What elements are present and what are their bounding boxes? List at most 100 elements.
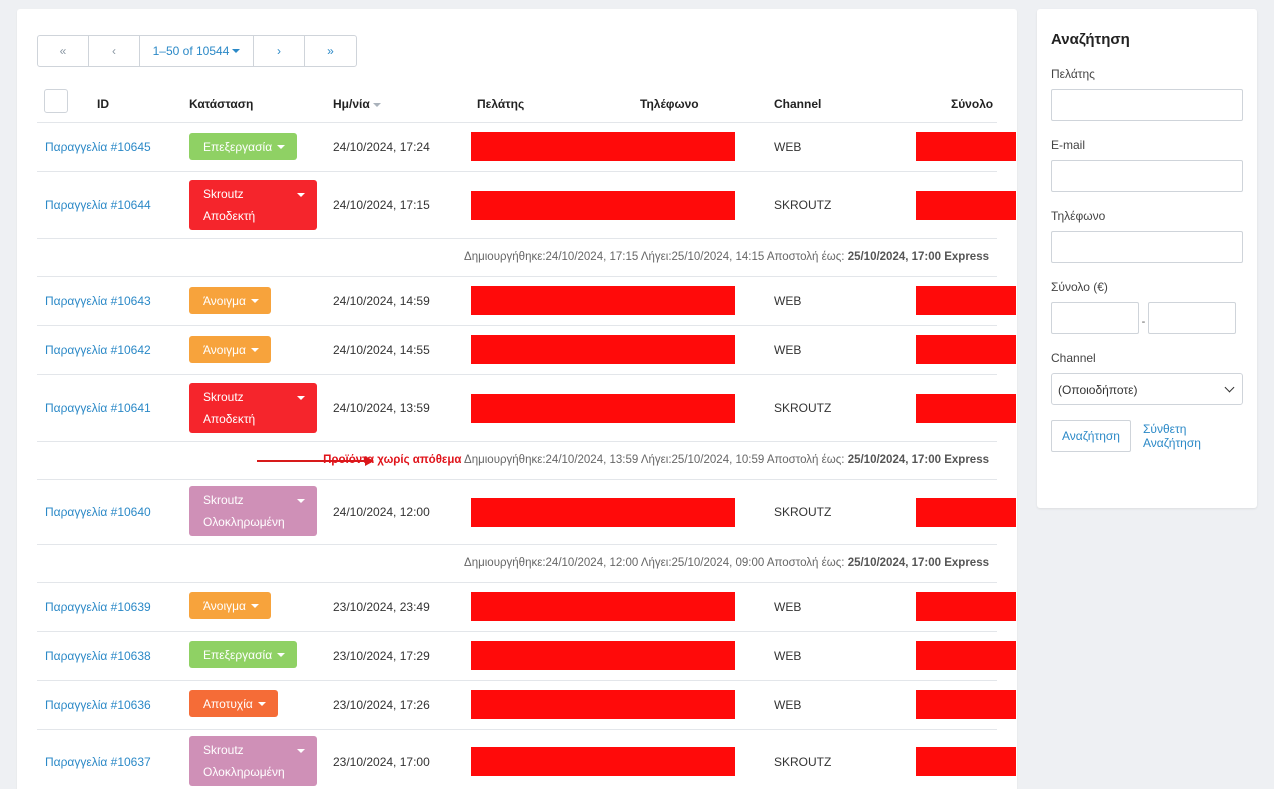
- status-dropdown[interactable]: Skroutz Ολοκληρωμένη: [189, 736, 317, 786]
- order-link[interactable]: Παραγγελία #10641: [45, 401, 151, 415]
- order-date: 24/10/2024, 12:00: [333, 505, 430, 519]
- table-row: Παραγγελία #10638 Επεξεργασία 23/10/2024…: [37, 632, 1016, 681]
- caret-down-icon: [277, 652, 286, 657]
- order-link[interactable]: Παραγγελία #10644: [45, 198, 151, 212]
- order-link[interactable]: Παραγγελία #10645: [45, 140, 151, 154]
- order-info-deadline: 25/10/2024, 17:00 Express: [847, 251, 989, 263]
- sort-icon: [372, 102, 381, 107]
- table-row: Παραγγελία #10642 Άνοιγμα 24/10/2024, 14…: [37, 326, 1016, 375]
- status-label: Επεξεργασία: [203, 647, 273, 662]
- arrow-right-icon: [257, 456, 374, 466]
- redacted-customer: [471, 747, 735, 776]
- last-page-button[interactable]: »: [327, 44, 334, 58]
- order-channel: SKROUTZ: [774, 198, 832, 212]
- first-page-button[interactable]: «: [38, 36, 89, 66]
- table-row: Παραγγελία #10639 Άνοιγμα 23/10/2024, 23…: [37, 583, 1016, 632]
- order-info-row: Δημιουργήθηκε:24/10/2024, 12:00 Λήγει:25…: [37, 545, 997, 583]
- status-dropdown[interactable]: Επεξεργασία: [189, 641, 298, 668]
- status-dropdown[interactable]: Άνοιγμα: [189, 336, 271, 363]
- order-link[interactable]: Παραγγελία #10637: [45, 755, 151, 769]
- status-dropdown[interactable]: Επεξεργασία: [189, 133, 298, 160]
- table-row: Παραγγελία #10644 Skroutz Αποδεκτή 24/10/…: [37, 172, 1016, 239]
- table-row: Παραγγελία #10643 Άνοιγμα 24/10/2024, 14…: [37, 277, 1016, 326]
- next-page-button[interactable]: ›: [254, 36, 305, 66]
- order-channel: WEB: [774, 343, 802, 357]
- caret-down-icon: [250, 603, 259, 608]
- phone-input[interactable]: [1051, 231, 1243, 263]
- col-phone: Τηλέφωνο: [640, 97, 699, 111]
- order-info: Δημιουργήθηκε:24/10/2024, 12:00 Λήγει:25…: [464, 557, 989, 569]
- range-separator: -: [1141, 316, 1146, 328]
- order-channel: WEB: [774, 294, 802, 308]
- col-id: ID: [97, 97, 109, 111]
- status-dropdown[interactable]: Άνοιγμα: [189, 592, 271, 619]
- status-dropdown[interactable]: Skroutz Αποδεκτή: [189, 383, 317, 433]
- customer-label: Πελάτης: [1051, 67, 1095, 81]
- redacted-customer: [471, 592, 735, 621]
- order-link[interactable]: Παραγγελία #10638: [45, 649, 151, 663]
- order-channel: WEB: [774, 698, 802, 712]
- order-date: 23/10/2024, 17:29: [333, 649, 430, 663]
- search-panel: Αναζήτηση Πελάτης E-mail Τηλέφωνο Σύνολο…: [1037, 9, 1257, 508]
- status-label: Skroutz: [203, 743, 244, 757]
- pagination: « ‹ 1–50 of 10544 › »: [37, 35, 357, 67]
- search-actions: Αναζήτηση Σύνθετη Αναζήτηση: [1051, 420, 1243, 452]
- order-date: 24/10/2024, 14:59: [333, 294, 430, 308]
- status-label: Επεξεργασία: [203, 139, 273, 154]
- redacted-customer: [471, 394, 735, 423]
- col-date-label: Ημ/νία: [333, 97, 370, 111]
- email-input[interactable]: [1051, 160, 1243, 192]
- customer-input[interactable]: [1051, 89, 1243, 121]
- col-status: Κατάσταση: [189, 97, 254, 111]
- order-info-details: Δημιουργήθηκε:24/10/2024, 12:00 Λήγει:25…: [464, 557, 848, 569]
- caret-down-icon: [257, 701, 266, 706]
- order-channel: WEB: [774, 600, 802, 614]
- order-link[interactable]: Παραγγελία #10636: [45, 698, 151, 712]
- redacted-total: [916, 498, 1016, 527]
- col-customer: Πελάτης: [477, 97, 525, 111]
- col-date[interactable]: Ημ/νία: [333, 97, 381, 111]
- order-channel: WEB: [774, 140, 802, 154]
- status-dropdown[interactable]: Άνοιγμα: [189, 287, 271, 314]
- search-button[interactable]: Αναζήτηση: [1051, 420, 1131, 452]
- redacted-total: [916, 747, 1016, 776]
- redacted-customer: [471, 641, 735, 670]
- status-dropdown[interactable]: Αποτυχία: [189, 690, 278, 717]
- table-row: Παραγγελία #10640 Skroutz Ολοκληρωμένη 24…: [37, 480, 1016, 545]
- order-info-details: Δημιουργήθηκε:24/10/2024, 17:15 Λήγει:25…: [464, 251, 848, 263]
- redacted-customer: [471, 191, 735, 220]
- order-link[interactable]: Παραγγελία #10640: [45, 505, 151, 519]
- total-max-input[interactable]: [1148, 302, 1236, 334]
- order-link[interactable]: Παραγγελία #10639: [45, 600, 151, 614]
- status-sublabel: Αποδεκτή: [203, 412, 256, 426]
- channel-label: Channel: [1051, 351, 1096, 365]
- order-link[interactable]: Παραγγελία #10642: [45, 343, 151, 357]
- caret-down-icon: [250, 298, 259, 303]
- page-range-label: 1–50 of 10544: [152, 44, 230, 58]
- order-date: 24/10/2024, 13:59: [333, 401, 430, 415]
- status-dropdown[interactable]: Skroutz Αποδεκτή: [189, 180, 317, 230]
- caret-down-icon: [297, 396, 305, 400]
- order-link[interactable]: Παραγγελία #10643: [45, 294, 151, 308]
- order-channel: WEB: [774, 649, 802, 663]
- advanced-search-link[interactable]: Σύνθετη Αναζήτηση: [1142, 422, 1201, 450]
- order-channel: SKROUTZ: [774, 755, 832, 769]
- total-range: -: [1051, 302, 1243, 334]
- status-label: Άνοιγμα: [203, 342, 246, 357]
- page-range-dropdown[interactable]: 1–50 of 10544: [140, 36, 254, 66]
- select-all-checkbox[interactable]: [44, 89, 68, 113]
- total-min-input[interactable]: [1051, 302, 1139, 334]
- redacted-total: [916, 641, 1016, 670]
- redacted-customer: [471, 690, 735, 719]
- status-dropdown[interactable]: Skroutz Ολοκληρωμένη: [189, 486, 317, 536]
- status-label: Skroutz: [203, 390, 244, 404]
- table-row: Παραγγελία #10645 Επεξεργασία 24/10/2024…: [37, 123, 1016, 172]
- channel-select[interactable]: (Οποιοδήποτε): [1051, 373, 1243, 405]
- table-row: Παραγγελία #10636 Αποτυχία 23/10/2024, 1…: [37, 681, 1016, 730]
- order-date: 24/10/2024, 17:24: [333, 140, 430, 154]
- col-total: Σύνολο: [951, 97, 994, 111]
- table-row: Παραγγελία #10641 Skroutz Αποδεκτή 24/10/…: [37, 375, 1016, 442]
- order-info: Δημιουργήθηκε:24/10/2024, 17:15 Λήγει:25…: [464, 251, 989, 263]
- status-label: Αποτυχία: [203, 696, 253, 711]
- prev-page-button[interactable]: ‹: [89, 36, 140, 66]
